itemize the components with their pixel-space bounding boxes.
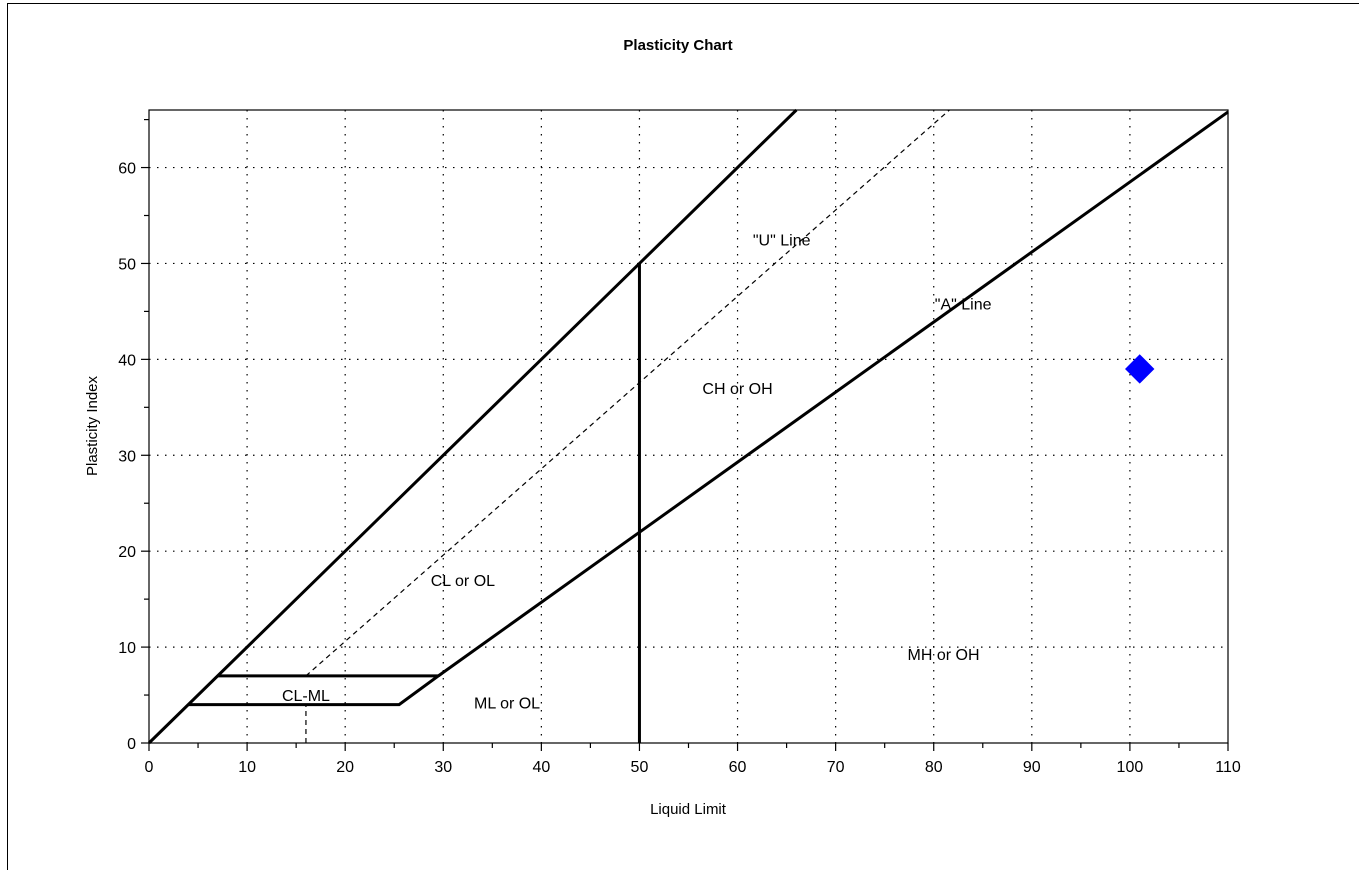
x-tick-label: 100	[1117, 759, 1144, 776]
label-a-line: "A" Line	[935, 297, 992, 314]
label-cl-ml: CL-ML	[282, 688, 330, 705]
label-mh-or-oh: MH or OH	[908, 647, 980, 664]
x-tick-label: 50	[631, 759, 649, 776]
data-points	[1125, 354, 1155, 384]
grid	[149, 110, 1228, 743]
x-tick-label: 70	[827, 759, 845, 776]
x-tick-label: 0	[145, 759, 154, 776]
label-u-line: "U" Line	[753, 232, 811, 249]
y-tick-label: 60	[118, 161, 136, 178]
x-tick-label: 20	[336, 759, 354, 776]
y-axis-label: Plasticity Index	[84, 375, 101, 476]
x-tick-label: 10	[238, 759, 256, 776]
x-tick-label: 40	[532, 759, 550, 776]
region-labels: "U" Line "A" Line CH or OH CL or OL CL-ML ML …	[282, 232, 992, 712]
y-tick-label: 20	[118, 544, 136, 561]
y-tick-label: 10	[118, 640, 136, 657]
x-tick-label: 110	[1215, 759, 1241, 776]
y-tick-label: 50	[118, 256, 136, 273]
chart-title: Plasticity Chart	[623, 37, 732, 54]
y-tick-label: 40	[118, 352, 136, 369]
label-cl-or-ol: CL or OL	[431, 573, 495, 590]
x-tick-label: 30	[434, 759, 452, 776]
line-cl-ml-zone	[188, 674, 443, 707]
line-u-line	[305, 109, 950, 677]
line-a-line	[437, 110, 1229, 678]
x-tick-label: 90	[1023, 759, 1041, 776]
x-axis-label: Liquid Limit	[650, 801, 727, 818]
x-tick-label: 60	[729, 759, 747, 776]
label-ch-or-oh: CH or OH	[702, 381, 772, 398]
line-upper-boundary	[147, 108, 798, 745]
data-point-diamond	[1125, 354, 1155, 384]
y-tick-label: 30	[118, 448, 136, 465]
y-tick-label: 0	[127, 736, 136, 753]
axis-ticks: 0 10 20 30 40 50 60 70 80 90 100 110 0 10 20 30 40 50 60	[118, 118, 1241, 776]
plot-area-border	[148, 109, 1229, 744]
chart-frame	[7, 3, 1359, 870]
x-tick-label: 80	[925, 759, 943, 776]
label-ml-or-ol: ML or OL	[474, 696, 540, 713]
classification-lines	[147, 108, 1229, 745]
